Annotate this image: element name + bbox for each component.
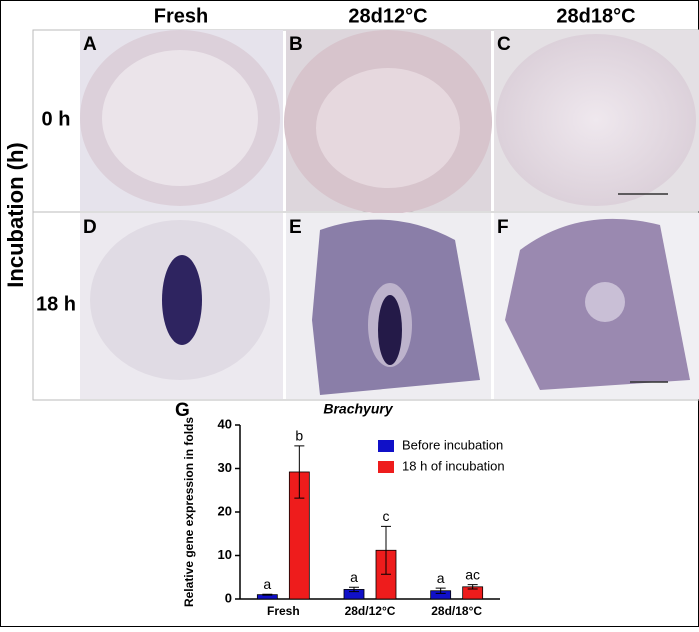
error-bar (262, 593, 273, 596)
stain (378, 295, 402, 365)
error-bar (349, 586, 359, 593)
panel-label: B (289, 34, 303, 55)
y-tick-label: 40 (218, 416, 232, 431)
significance-letter: a (437, 570, 445, 586)
error-bar (435, 587, 446, 594)
row-axis-label: Incubation (h) (3, 142, 28, 287)
significance-letter: a (350, 569, 358, 585)
stain (585, 282, 625, 322)
panel-label: C (497, 34, 511, 55)
significance-letter: a (263, 576, 271, 592)
significance-letter: b (295, 428, 303, 444)
chart-title: Brachyury (323, 401, 393, 417)
x-tick-label: Fresh (267, 604, 300, 618)
column-header: 28d12°C (348, 5, 427, 27)
legend-label: 18 h of incubation (402, 458, 505, 473)
y-tick-label: 20 (218, 503, 232, 518)
panel-label: A (83, 34, 97, 55)
panel-label: E (289, 217, 302, 238)
column-header: Fresh (154, 5, 208, 27)
y-tick-label: 0 (225, 590, 232, 605)
panel-label: G (175, 400, 190, 421)
embryo (316, 68, 460, 188)
embryo (496, 34, 696, 206)
y-axis-label: Relative gene expression in folds (182, 417, 196, 607)
legend-swatch (378, 440, 394, 452)
chart: G Brachyury Relative gene expression in fo… (175, 400, 505, 618)
row-label: 18 h (36, 293, 76, 315)
significance-letter: ac (465, 566, 480, 582)
labels: Fresh 28d12°C 28d18°C Incubation (h) 0 h 18 h… (3, 5, 636, 315)
error-bar (467, 584, 478, 590)
stain (162, 255, 202, 345)
column-header: 28d18°C (556, 5, 635, 27)
y-tick-label: 30 (218, 460, 232, 475)
y-tick-label: 10 (218, 547, 232, 562)
panel-label: D (83, 217, 97, 238)
micrographs (80, 30, 699, 399)
significance-letter: c (383, 508, 390, 524)
legend-label: Before incubation (402, 437, 503, 452)
embryo (102, 50, 258, 186)
x-tick-label: 28d/18°C (431, 604, 482, 618)
row-label: 0 h (42, 108, 71, 130)
legend-swatch (378, 461, 394, 473)
error-bar (381, 525, 391, 575)
error-bar (294, 445, 305, 499)
panel-label: F (497, 217, 509, 238)
x-tick-label: 28d/12°C (345, 604, 396, 618)
